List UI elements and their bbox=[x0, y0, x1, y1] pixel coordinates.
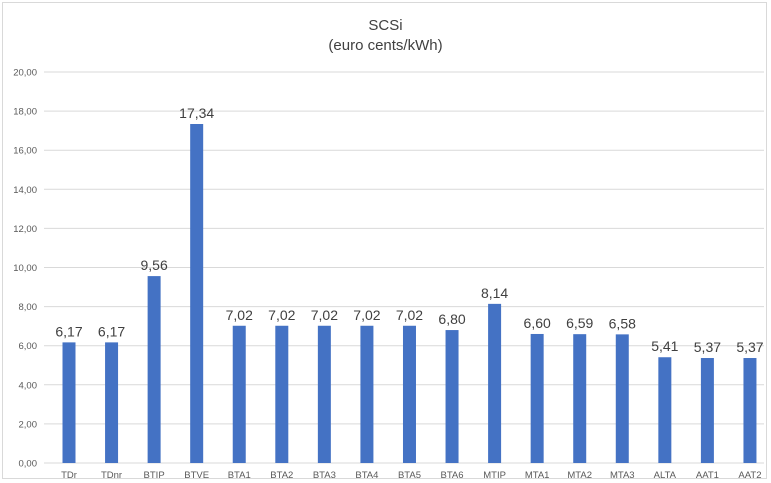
bar bbox=[147, 276, 161, 463]
x-tick-label: MTA2 bbox=[567, 470, 592, 481]
y-tick-label: 0,00 bbox=[19, 459, 38, 470]
y-tick-label: 2,00 bbox=[19, 419, 38, 430]
bar bbox=[402, 325, 416, 463]
x-tick-label: MTIP bbox=[483, 470, 506, 481]
x-tick-label: TDr bbox=[61, 470, 77, 481]
bar bbox=[317, 325, 331, 463]
x-tick-label: BTA2 bbox=[270, 470, 293, 481]
data-label: 17,34 bbox=[179, 105, 214, 121]
data-label: 9,56 bbox=[140, 257, 167, 273]
x-tick-label: BTA3 bbox=[313, 470, 336, 481]
bar bbox=[62, 342, 76, 463]
data-label: 7,02 bbox=[353, 307, 380, 323]
x-tick-label: ALTA bbox=[654, 470, 677, 481]
data-label: 6,17 bbox=[98, 323, 125, 339]
x-tick-label: BTA4 bbox=[355, 470, 378, 481]
data-label: 5,41 bbox=[651, 338, 678, 354]
y-tick-label: 4,00 bbox=[19, 380, 38, 391]
bar bbox=[573, 334, 587, 463]
y-tick-label: 6,00 bbox=[19, 341, 38, 352]
data-label: 7,02 bbox=[268, 307, 295, 323]
bar bbox=[530, 333, 544, 463]
y-tick-label: 16,00 bbox=[13, 146, 37, 157]
x-tick-label: AAT2 bbox=[738, 470, 761, 481]
y-tick-label: 10,00 bbox=[13, 263, 37, 274]
chart-title: SCSi (euro cents/kWh) bbox=[0, 16, 771, 56]
bar bbox=[658, 357, 672, 463]
bar bbox=[275, 325, 289, 463]
x-tick-label: BTA5 bbox=[398, 470, 421, 481]
bar bbox=[488, 303, 502, 463]
x-tick-label: BTA1 bbox=[228, 470, 251, 481]
x-tick-label: BTIP bbox=[144, 470, 165, 481]
chart-area bbox=[2, 2, 767, 479]
bar bbox=[360, 325, 374, 463]
y-tick-label: 20,00 bbox=[13, 68, 37, 79]
x-tick-label: TDnr bbox=[101, 470, 122, 481]
bar bbox=[232, 325, 246, 463]
x-tick-label: AAT1 bbox=[696, 470, 719, 481]
bar bbox=[190, 124, 204, 464]
data-label: 8,14 bbox=[481, 285, 508, 301]
y-tick-label: 8,00 bbox=[19, 302, 38, 313]
bar bbox=[743, 358, 757, 463]
x-tick-label: BTVE bbox=[184, 470, 209, 481]
bar bbox=[445, 330, 459, 463]
y-tick-label: 14,00 bbox=[13, 185, 37, 196]
chart-title-text: SCSi bbox=[368, 17, 403, 34]
data-label: 6,80 bbox=[438, 311, 465, 327]
data-label: 7,02 bbox=[396, 307, 423, 323]
y-tick-label: 18,00 bbox=[13, 107, 37, 118]
data-label: 6,17 bbox=[55, 323, 82, 339]
data-label: 7,02 bbox=[311, 307, 338, 323]
x-tick-label: BTA6 bbox=[441, 470, 464, 481]
bar bbox=[700, 358, 714, 463]
chart-subtitle: (euro cents/kWh) bbox=[328, 37, 443, 54]
data-label: 6,60 bbox=[524, 315, 551, 331]
x-tick-label: MTA1 bbox=[525, 470, 550, 481]
data-label: 7,02 bbox=[226, 307, 253, 323]
data-label: 5,37 bbox=[736, 339, 763, 355]
data-label: 6,59 bbox=[566, 315, 593, 331]
data-label: 6,58 bbox=[609, 315, 636, 331]
bar bbox=[615, 334, 629, 463]
bar bbox=[105, 342, 119, 463]
y-tick-label: 12,00 bbox=[13, 224, 37, 235]
x-tick-label: MTA3 bbox=[610, 470, 635, 481]
data-label: 5,37 bbox=[694, 339, 721, 355]
